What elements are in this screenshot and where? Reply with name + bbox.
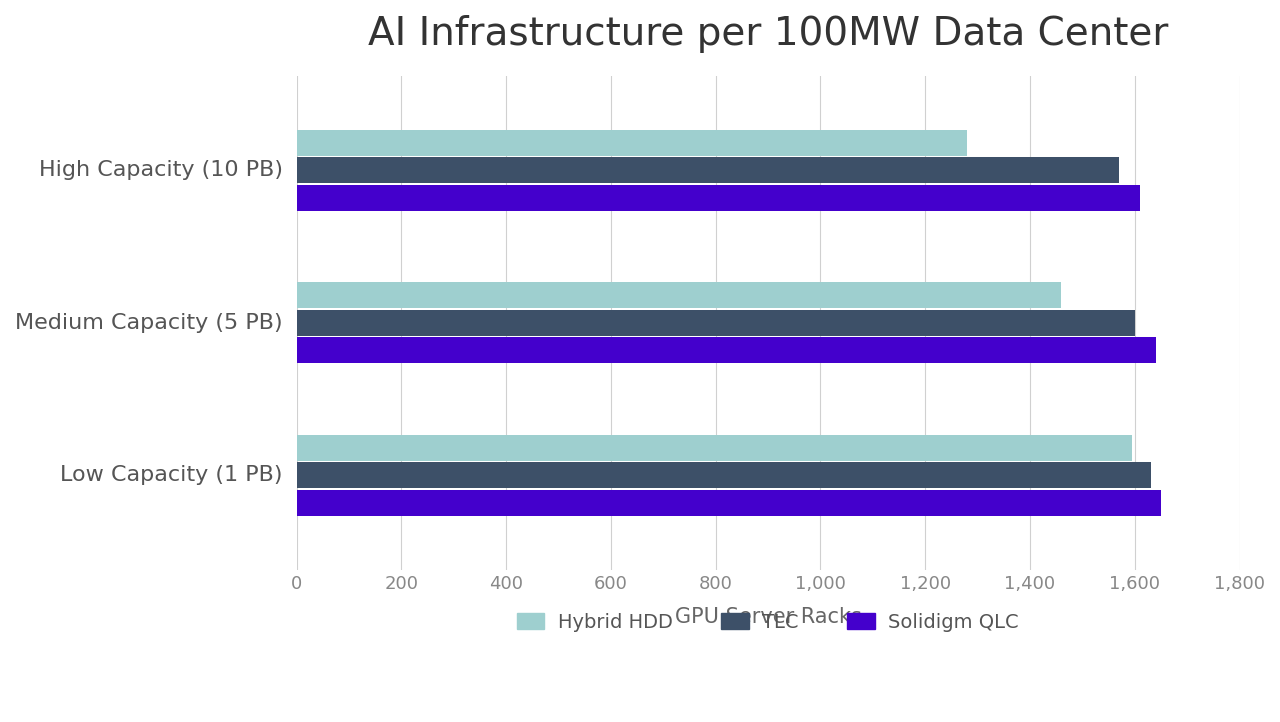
Bar: [297, 130, 968, 156]
Bar: [297, 337, 1156, 363]
Bar: [297, 185, 1140, 211]
Bar: [297, 282, 1061, 308]
Title: AI Infrastructure per 100MW Data Center: AI Infrastructure per 100MW Data Center: [367, 15, 1169, 53]
Bar: [297, 435, 1132, 461]
Bar: [297, 310, 1135, 336]
Bar: [297, 462, 1152, 489]
Bar: [297, 490, 1161, 516]
Legend: Hybrid HDD, TLC, Solidigm QLC: Hybrid HDD, TLC, Solidigm QLC: [509, 605, 1027, 640]
Bar: [297, 157, 1119, 183]
X-axis label: GPU Server Racks: GPU Server Racks: [675, 606, 861, 627]
